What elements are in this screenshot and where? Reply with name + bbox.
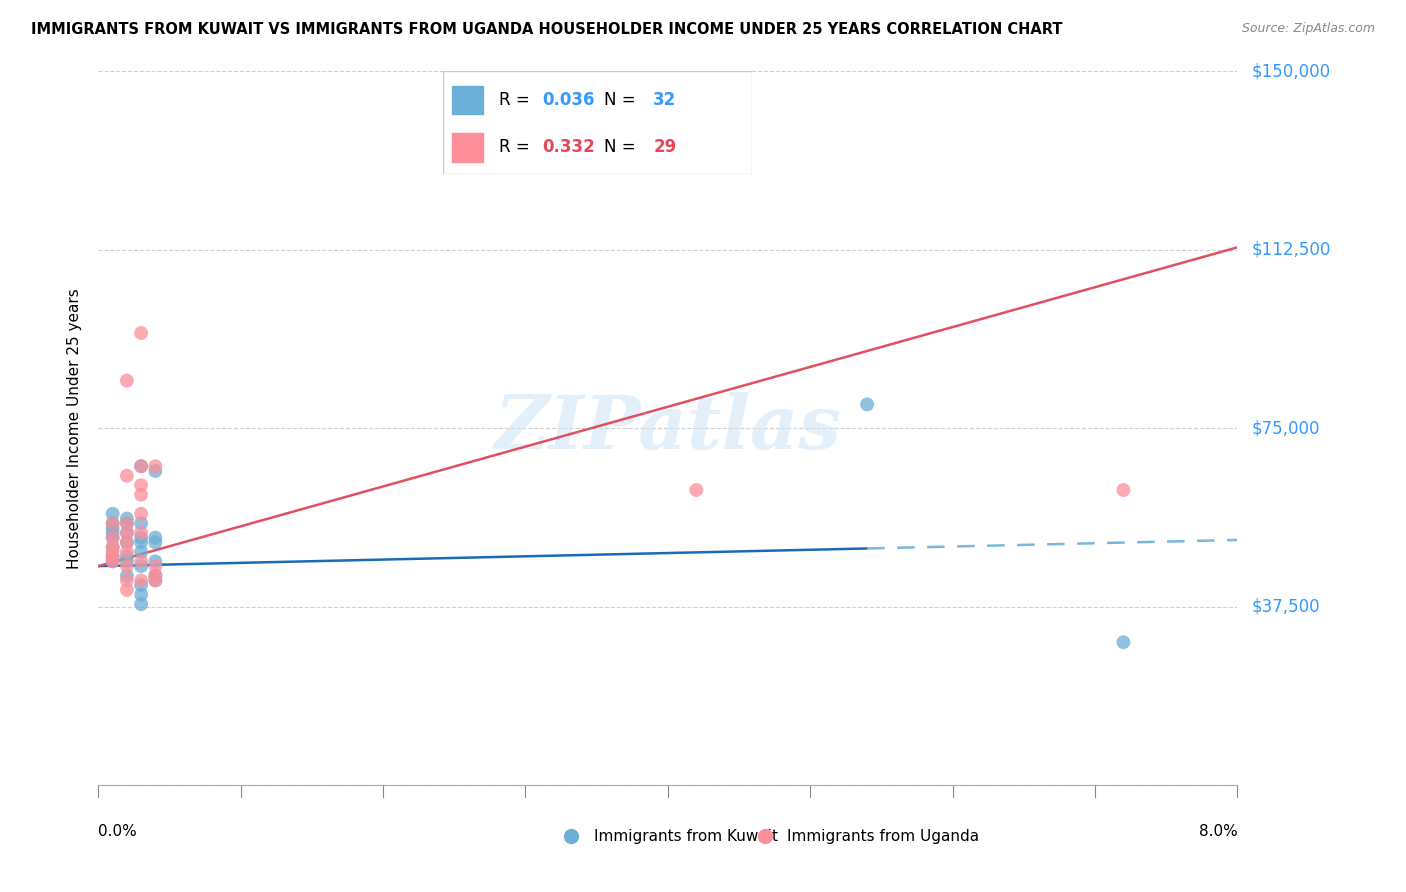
Text: Immigrants from Uganda: Immigrants from Uganda [787, 829, 980, 844]
Point [856, 397, 879, 411]
Point [101, 549, 124, 564]
Point [115, 516, 138, 531]
Text: $112,500: $112,500 [1251, 241, 1330, 259]
Text: $150,000: $150,000 [1251, 62, 1330, 80]
Point [115, 549, 138, 564]
Point [129, 507, 152, 521]
Point [129, 478, 152, 492]
Point [101, 516, 124, 531]
Point [129, 554, 152, 568]
Point [101, 540, 124, 554]
Point [145, 568, 167, 582]
Text: 8.0%: 8.0% [1198, 824, 1237, 839]
Point [101, 554, 124, 568]
Point [129, 488, 152, 502]
Text: $75,000: $75,000 [1251, 419, 1320, 437]
Point [115, 374, 138, 388]
Point [129, 597, 152, 611]
Text: IMMIGRANTS FROM KUWAIT VS IMMIGRANTS FROM UGANDA HOUSEHOLDER INCOME UNDER 25 YEA: IMMIGRANTS FROM KUWAIT VS IMMIGRANTS FRO… [31, 22, 1063, 37]
Point [115, 535, 138, 549]
Text: 0.036: 0.036 [541, 91, 595, 109]
Point [145, 535, 167, 549]
Text: R =: R = [499, 138, 534, 156]
Point [1112, 635, 1135, 649]
Point [145, 531, 167, 545]
Point [129, 459, 152, 474]
Text: 32: 32 [654, 91, 676, 109]
Point [1112, 483, 1135, 497]
Text: 29: 29 [654, 138, 676, 156]
Point [129, 559, 152, 574]
Y-axis label: Householder Income Under 25 years: Householder Income Under 25 years [67, 288, 83, 568]
Point [115, 468, 138, 483]
Point [145, 464, 167, 478]
Text: 0.0%: 0.0% [98, 824, 138, 839]
Point [129, 588, 152, 602]
Point [101, 525, 124, 540]
Point [129, 545, 152, 559]
Point [115, 525, 138, 540]
Point [129, 535, 152, 549]
Text: Immigrants from Kuwait: Immigrants from Kuwait [593, 829, 778, 844]
Point [145, 554, 167, 568]
Point [115, 535, 138, 549]
Text: Source: ZipAtlas.com: Source: ZipAtlas.com [1241, 22, 1375, 36]
Point [115, 559, 138, 574]
Point [145, 459, 167, 474]
Point [101, 516, 124, 531]
Point [101, 521, 124, 535]
Point [115, 574, 138, 588]
Point [145, 568, 167, 582]
Text: 0.332: 0.332 [541, 138, 595, 156]
Point [129, 574, 152, 588]
Point [129, 326, 152, 340]
Point [115, 525, 138, 540]
Point [129, 525, 152, 540]
Point [115, 582, 138, 597]
Point [145, 574, 167, 588]
Bar [453, 86, 484, 114]
Point [115, 511, 138, 525]
Text: R =: R = [499, 91, 534, 109]
Point [600, 160, 623, 174]
Point [101, 549, 124, 564]
Bar [453, 133, 484, 161]
Point [115, 516, 138, 531]
Point [115, 554, 138, 568]
Text: N =: N = [603, 91, 641, 109]
Point [101, 531, 124, 545]
Point [685, 483, 707, 497]
Point [129, 578, 152, 592]
Point [129, 516, 152, 531]
Point [101, 540, 124, 554]
Point [115, 568, 138, 582]
Point [101, 531, 124, 545]
Point [145, 574, 167, 588]
Point [115, 545, 138, 559]
Text: $37,500: $37,500 [1251, 598, 1320, 615]
Text: ZIPatlas: ZIPatlas [495, 392, 841, 465]
Text: N =: N = [603, 138, 641, 156]
Point [145, 559, 167, 574]
Point [129, 459, 152, 474]
Point [101, 545, 124, 559]
Point [101, 554, 124, 568]
Point [129, 531, 152, 545]
Point [101, 507, 124, 521]
